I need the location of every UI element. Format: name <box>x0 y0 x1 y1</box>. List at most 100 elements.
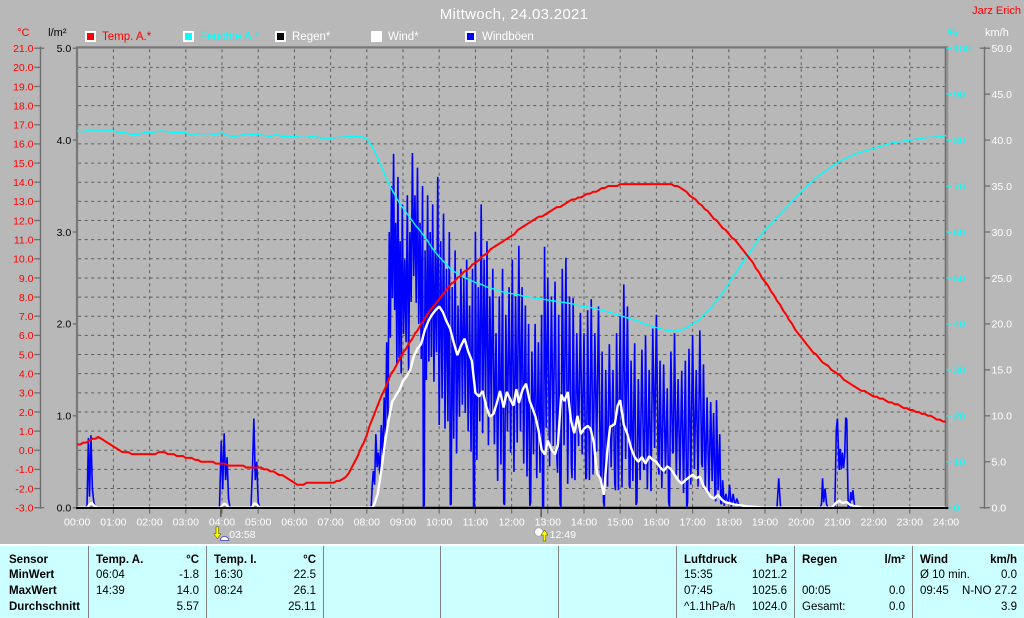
rain-axis-unit-label: l/m² <box>48 27 67 39</box>
table-group-header: Temp. I. °C <box>214 552 316 568</box>
chart-legend: Temp. A.* Feuchte A.* Regen* Wind* Windböen <box>0 0 1024 46</box>
moonset-icon <box>213 526 230 541</box>
table-value-row: ^1.1hPa/h 1024.0 <box>684 599 787 615</box>
humidity-axis-tick-label: 10 <box>954 457 966 469</box>
table-value-row <box>802 568 905 584</box>
series-windben <box>77 152 946 509</box>
station-name-label: Jarz Erich <box>972 5 1021 17</box>
table-value-row <box>566 583 669 599</box>
humidity-axis-tick-label: 50 <box>954 273 966 285</box>
temp-axis-tick-label: 19.0 <box>13 81 34 93</box>
wind-axis-tick-label: 30.0 <box>992 227 1013 239</box>
wind-axis-tick-label: 45.0 <box>992 89 1013 101</box>
legend-swatch <box>371 31 382 42</box>
wind-axis-tick-label: 10.0 <box>992 411 1013 423</box>
time-axis-label: 20:00 <box>788 517 814 529</box>
temp-axis-tick-label: 8.0 <box>19 292 34 304</box>
table-row-label: MinWert <box>9 569 55 582</box>
time-axis-label: 10:00 <box>426 517 452 529</box>
table-value-row: 5.57 <box>96 599 199 615</box>
table-group-header <box>448 552 551 568</box>
temp-axis-tick-label: 1.0 <box>19 426 34 438</box>
time-axis-label: 15:00 <box>607 517 633 529</box>
legend-label: Temp. A.* <box>102 31 152 43</box>
wind-axis-tick-label: 40.0 <box>992 135 1013 147</box>
table-group-header: Regen l/m² <box>802 552 905 568</box>
table-value-row: Gesamt: 0.0 <box>802 599 905 615</box>
table-value-row <box>566 568 669 584</box>
table-cell-value: 5.57 <box>176 600 199 613</box>
moonrise-icon <box>534 527 549 542</box>
chart-panel: 21.0 20.0 19.0 18.0 17.0 16.0 15.0 14.0 13.0 12.0… <box>0 0 1024 542</box>
table-cell-time: 00:05 <box>802 584 831 597</box>
time-axis-label: 21:00 <box>824 517 850 529</box>
table-value-row: 00:05 0.0 <box>802 583 905 599</box>
temp-axis-tick-label: -2.0 <box>15 483 33 495</box>
table-value-row <box>331 583 433 599</box>
time-axis-label: 02:00 <box>136 517 162 529</box>
humidity-axis-tick-label: 40 <box>954 319 966 331</box>
legend-label: Windböen <box>482 31 534 43</box>
table-cell-value: 1021.2 <box>751 569 787 582</box>
table-value-row <box>566 599 669 615</box>
series-wind <box>77 305 946 509</box>
wind-axis-tick-label: 35.0 <box>992 181 1013 193</box>
table-group-empty <box>558 546 676 618</box>
table-value-row: Ø 10 min. 0.0 <box>920 568 1017 584</box>
temp-axis-tick-label: 4.0 <box>19 368 34 380</box>
temp-axis-tick-label: 9.0 <box>19 273 34 285</box>
wind-axis-tick-label: 15.0 <box>992 365 1013 377</box>
humidity-axis-unit-label: % <box>948 27 958 39</box>
table-value-row: 06:04 -1.8 <box>96 568 199 584</box>
table-group-empty <box>440 546 558 618</box>
time-axis-label: 13:00 <box>535 517 561 529</box>
temp-axis-tick-label: 16.0 <box>13 139 34 151</box>
table-group-tempa: Temp. A. °C 06:04 -1.8 14:39 14.0 5.57 <box>88 546 206 618</box>
humidity-axis-tick-label: 30 <box>954 365 966 377</box>
legend-swatch <box>85 31 96 42</box>
table-value-row <box>448 568 551 584</box>
humidity-axis-tick-label: 20 <box>954 411 966 423</box>
table-sensor-name: Temp. I. <box>214 553 257 566</box>
table-cell-time: Gesamt: <box>802 600 846 613</box>
sensor-summary-table: Sensor MinWert MaxWert Durchschnitt Temp. A.… <box>0 544 1024 618</box>
rain-axis-tick-label: 0.0 <box>57 503 72 515</box>
time-axis-label: 00:00 <box>64 517 90 529</box>
table-cell-value: 1025.6 <box>751 584 787 597</box>
temp-axis-tick-label: 3.0 <box>19 388 34 400</box>
rain-axis-tick-label: 3.0 <box>57 227 72 239</box>
table-value-row: 07:45 1025.6 <box>684 583 787 599</box>
table-value-row <box>331 568 433 584</box>
time-axis-label: 01:00 <box>100 517 126 529</box>
rain-axis-tick-label: 4.0 <box>57 135 72 147</box>
table-group-wind: Wind km/h Ø 10 min. 0.0 09:45 N-NO 27.2 3.9 <box>912 546 1024 618</box>
table-sensor-name: Regen <box>802 553 838 566</box>
series-tempa <box>77 183 946 486</box>
table-row-label: Sensor <box>9 553 48 566</box>
table-cell-time: 09:45 <box>920 584 949 597</box>
table-rowlabel-column: Sensor MinWert MaxWert Durchschnitt <box>0 546 88 618</box>
time-axis-label: 24:00 <box>933 517 959 529</box>
table-group-luftdruck: Luftdruck hPa 15:35 1021.2 07:45 1025.6 ^1.1hP… <box>676 546 794 618</box>
table-sensor-unit: hPa <box>765 553 787 566</box>
table-cell-value: 0.0 <box>889 584 905 597</box>
temp-axis-tick-label: 13.0 <box>13 196 34 208</box>
table-cell-value: 25.11 <box>288 600 316 613</box>
rain-axis-tick-label: 5.0 <box>57 43 72 55</box>
time-axis-label: 12:00 <box>498 517 524 529</box>
legend-swatch <box>465 31 476 42</box>
time-axis-label: 19:00 <box>752 517 778 529</box>
time-axis-label: 18:00 <box>716 517 742 529</box>
table-sensor-unit: l/m² <box>884 553 905 566</box>
table-group-regen: Regen l/m² 00:05 0.0 Gesamt: 0.0 <box>794 546 912 618</box>
wind-axis-tick-label: 5.0 <box>992 457 1007 469</box>
marker-time-label: 03:58 <box>229 529 255 541</box>
table-cell-time: 15:35 <box>684 569 713 582</box>
legend-swatch <box>183 31 194 42</box>
humidity-axis-tick-label: 90 <box>954 89 966 101</box>
table-value-row: 09:45 N-NO 27.2 <box>920 583 1017 599</box>
table-cell-value: 14.0 <box>176 584 199 597</box>
wind-axis-tick-label: 0.0 <box>992 503 1007 515</box>
time-axis-label: 16:00 <box>643 517 669 529</box>
marker-time-label: 12:49 <box>550 529 576 541</box>
